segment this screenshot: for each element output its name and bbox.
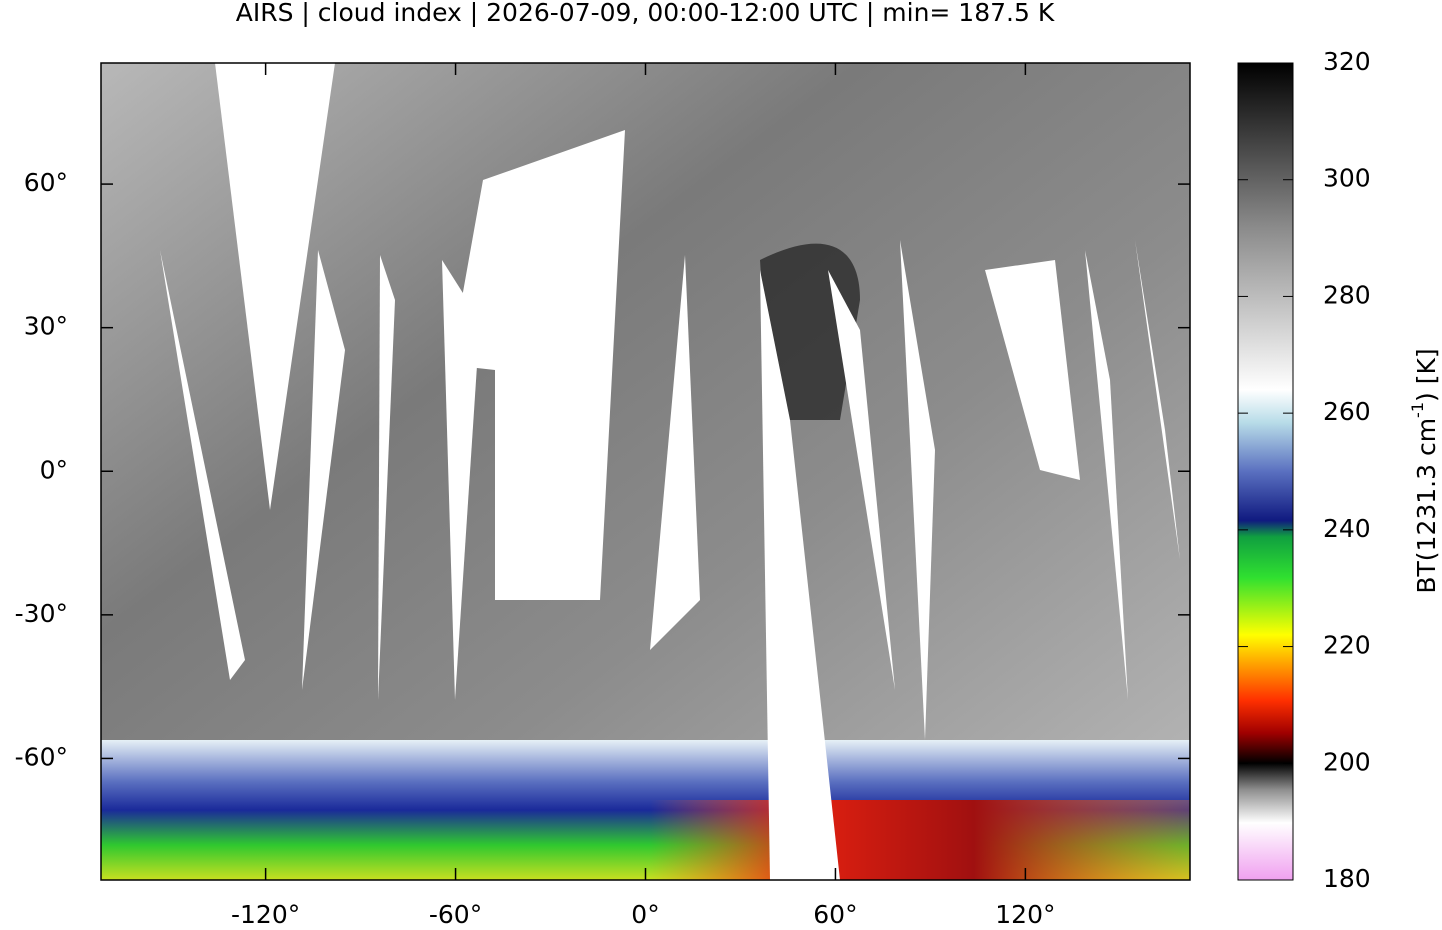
y-tick-label: 30° xyxy=(24,312,68,341)
colorbar-tick-label: 200 xyxy=(1323,747,1371,776)
colorbar xyxy=(1237,62,1294,881)
x-tick-label: 60° xyxy=(813,900,857,929)
colorbar-tick-label: 240 xyxy=(1323,514,1371,543)
y-tick-label: -60° xyxy=(15,742,68,771)
colorbar-tick-label: 280 xyxy=(1323,280,1371,309)
x-tick-label: -120° xyxy=(231,900,300,929)
colorbar-label: BT(1231.3 cm-1) [K] xyxy=(1408,348,1442,593)
colorbar-tick-label: 320 xyxy=(1323,47,1371,76)
x-tick-label: 0° xyxy=(631,900,659,929)
colorbar-label-sup: -1 xyxy=(1408,402,1427,418)
y-tick-label: 0° xyxy=(40,455,68,484)
y-tick-label: 60° xyxy=(24,168,68,197)
x-tick-label: -60° xyxy=(429,900,482,929)
map-image xyxy=(101,63,1190,880)
colorbar-tick-label: 300 xyxy=(1323,164,1371,193)
colorbar-label-text: BT(1231.3 cm xyxy=(1412,418,1441,594)
x-tick-label: 120° xyxy=(995,900,1055,929)
colorbar-tick-label: 220 xyxy=(1323,631,1371,660)
colorbar-tick-label: 180 xyxy=(1323,864,1371,893)
y-tick-label: -30° xyxy=(15,599,68,628)
colorbar-tick-label: 260 xyxy=(1323,397,1371,426)
colorbar-label-text: ) [K] xyxy=(1412,348,1441,402)
title: AIRS | cloud index | 2026-07-09, 00:00-1… xyxy=(236,0,1055,27)
